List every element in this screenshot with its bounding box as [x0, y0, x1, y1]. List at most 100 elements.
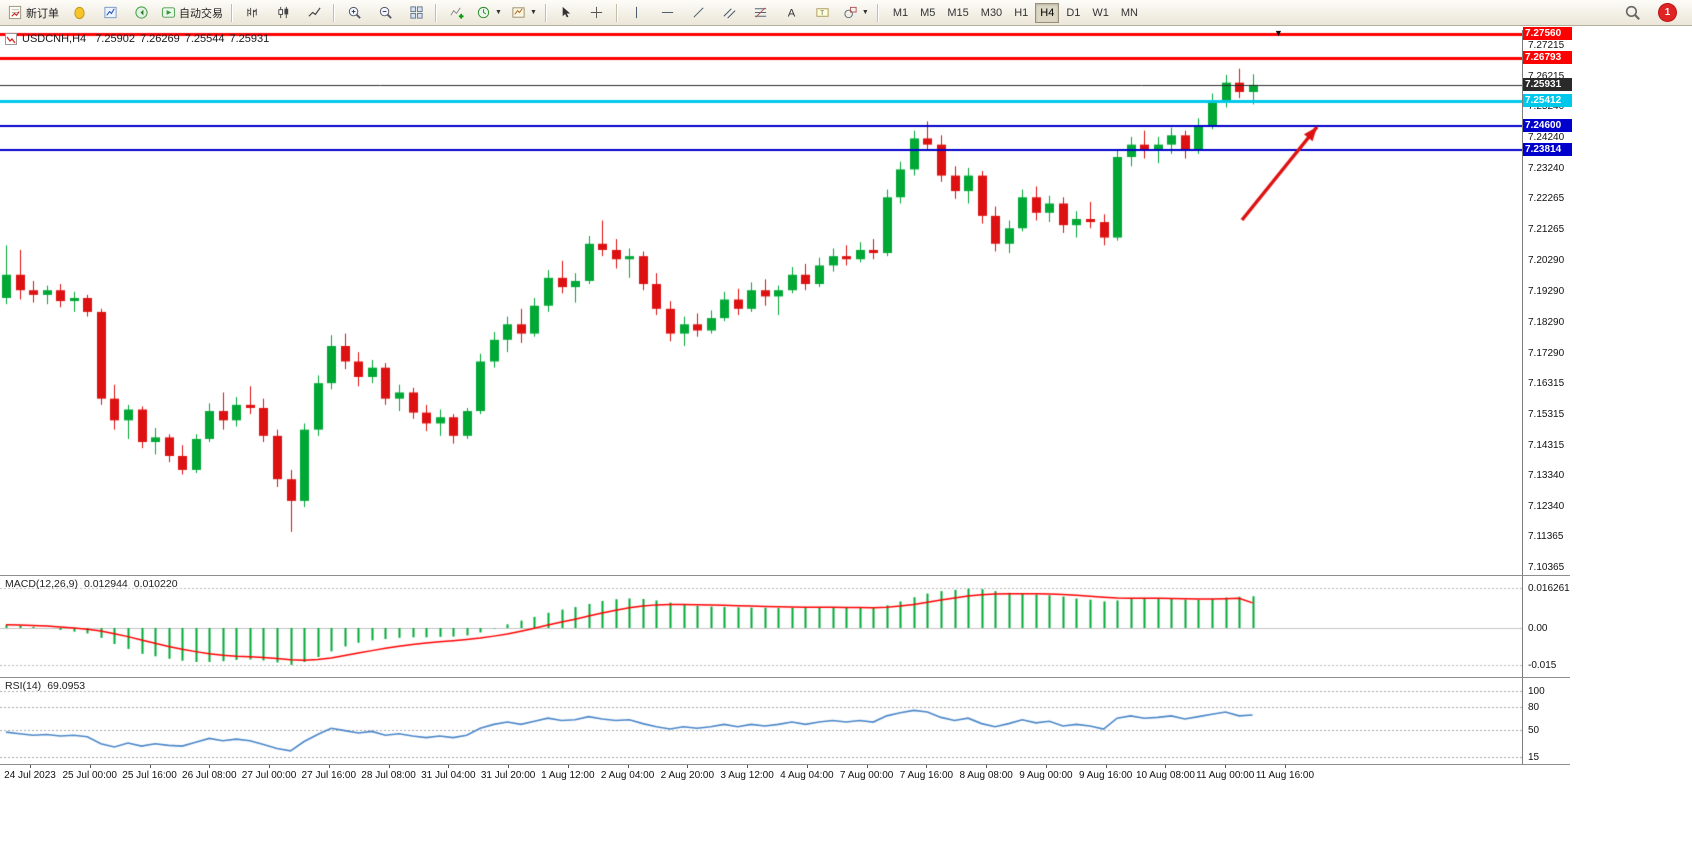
indicators-icon [449, 7, 464, 19]
timeframe-group: M1 M5 M15 M30 H1 H4 D1 W1 MN [887, 2, 1144, 23]
clock-icon [477, 6, 490, 19]
main-chart-canvas[interactable] [0, 30, 1522, 575]
cursor-button[interactable] [551, 2, 581, 24]
rsi-value: 69.0953 [47, 680, 86, 692]
time-axis-label: 24 Jul 2023 [4, 770, 56, 781]
horizontal-line-tool-button[interactable] [653, 2, 683, 24]
bar-chart-icon [246, 7, 257, 18]
price-axis-tick: 7.10365 [1528, 562, 1565, 574]
time-axis-tick [1105, 764, 1107, 768]
toolbar-separator [544, 3, 547, 22]
price-axis-tick: 7.17290 [1528, 347, 1565, 359]
candlestick-chart-button[interactable] [268, 2, 298, 24]
main-toolbar: 新订单 自动交易 ▼ ▼ [0, 0, 1692, 26]
macd-label: MACD(12,26,9) 0.012944 0.010220 [5, 578, 178, 590]
macd-axis-tick: -0.015 [1528, 659, 1557, 671]
notification-badge[interactable]: 1 [1659, 4, 1676, 21]
price-tag-resistance-upper: 7.27560 [1523, 27, 1572, 41]
search-button[interactable] [1617, 2, 1647, 24]
bar-chart-button[interactable] [237, 2, 267, 24]
macd-main-value: 0.012944 [83, 578, 128, 590]
macd-signal-value: 0.010220 [133, 578, 178, 590]
ohlc-close: 7.25931 [229, 33, 270, 45]
time-axis-label: 7 Aug 16:00 [899, 770, 954, 781]
time-axis-tick [1165, 764, 1167, 768]
line-chart-icon [307, 7, 321, 17]
zoom-in-button[interactable] [339, 2, 369, 24]
price-axis-tick: 7.16315 [1528, 377, 1565, 389]
price-axis-tick: 7.18290 [1528, 316, 1565, 328]
time-axis-label: 27 Jul 16:00 [301, 770, 357, 781]
autotrading-button[interactable]: 自动交易 [157, 2, 227, 24]
macd-name: MACD(12,26,9) [5, 578, 78, 590]
crosshair-button[interactable] [582, 2, 612, 24]
rsi-axis-tick: 50 [1528, 724, 1540, 736]
zoom-out-button[interactable] [370, 2, 400, 24]
time-axis-label: 31 Jul 20:00 [480, 770, 536, 781]
templates-button[interactable]: ▼ [507, 2, 541, 24]
price-axis-tick: 7.23240 [1528, 163, 1565, 175]
price-axis-tick: 7.20290 [1528, 254, 1565, 266]
chart-title: USDCNH,H4 7.25902 7.26269 7.25544 7.2593… [5, 33, 269, 45]
time-axis-label: 7 Aug 00:00 [839, 770, 894, 781]
new-chart-button[interactable] [64, 2, 94, 24]
toolbar-right-group: 1 [1617, 2, 1688, 24]
timeframe-m1-button[interactable]: M1 [892, 6, 909, 19]
price-axis-tick: 7.12340 [1528, 500, 1565, 512]
timeframe-m30-button[interactable]: M30 [980, 6, 1003, 19]
macd-panel-canvas[interactable] [0, 576, 1522, 676]
time-axis[interactable]: 24 Jul 2023 25 Jul 00:00 25 Jul 16:00 26 Ju… [0, 764, 1570, 790]
chart-shift-marker[interactable]: ▼ [1274, 28, 1283, 38]
shapes-tool-button[interactable]: ▼ [839, 2, 873, 24]
time-axis-label: 8 Aug 08:00 [959, 770, 1013, 781]
rsi-panel-canvas[interactable] [0, 678, 1522, 763]
fibonacci-tool-button[interactable] [746, 2, 776, 24]
rsi-axis-tick: 80 [1528, 701, 1540, 713]
chevron-down-icon: ▼ [495, 9, 502, 16]
text-tool-button[interactable]: A [777, 2, 807, 24]
price-axis[interactable]: 7.272157.262157.252407.242407.232407.222… [1522, 27, 1593, 764]
time-axis-tick [1045, 764, 1047, 768]
periods-button[interactable]: ▼ [472, 2, 506, 24]
timeframe-m5-button[interactable]: M5 [920, 6, 936, 19]
panel-separator[interactable] [0, 677, 1570, 678]
price-axis-tick: 7.22265 [1528, 193, 1565, 205]
time-axis-tick [866, 764, 868, 768]
new-order-icon [8, 5, 22, 20]
vertical-line-tool-button[interactable] [622, 2, 652, 24]
svg-text:A: A [788, 7, 796, 19]
ohlc-open: 7.25902 [95, 33, 135, 45]
price-tag-level-cyan: 7.25412 [1523, 93, 1572, 107]
toolbar-separator [333, 3, 335, 22]
text-label-tool-button[interactable]: T [808, 2, 838, 24]
timeframe-m15-button[interactable]: M15 [947, 6, 969, 19]
tile-windows-button[interactable] [401, 2, 431, 24]
price-tag-bid-price: 7.25931 [1523, 77, 1572, 91]
time-axis-tick [747, 764, 749, 768]
time-axis-label: 2 Aug 20:00 [660, 770, 715, 781]
vertical-line-icon [636, 6, 638, 19]
line-chart-button[interactable] [299, 2, 329, 24]
time-axis-tick [89, 764, 91, 768]
profiles-button[interactable] [95, 2, 125, 24]
timeframe-h1-button[interactable]: H1 [1014, 6, 1029, 19]
price-tag-resistance-lower: 7.26793 [1523, 51, 1572, 65]
text-icon: A [788, 7, 796, 19]
timeframe-h4-button[interactable]: H4 [1035, 2, 1060, 23]
timeframe-mn-button[interactable]: MN [1120, 6, 1138, 19]
sounds-button[interactable] [126, 2, 156, 24]
timeframe-d1-button[interactable]: D1 [1066, 6, 1081, 19]
price-axis-tick: 7.19290 [1528, 285, 1565, 297]
channel-tool-button[interactable] [715, 2, 745, 24]
rsi-axis-tick: 15 [1528, 752, 1540, 763]
trendline-tool-button[interactable] [684, 2, 714, 24]
time-axis-tick [508, 764, 510, 768]
timeframe-w1-button[interactable]: W1 [1092, 6, 1109, 19]
indicators-button[interactable] [441, 2, 471, 24]
new-order-button[interactable]: 新订单 [4, 2, 63, 24]
panel-separator[interactable] [0, 575, 1570, 576]
zoom-out-icon [379, 6, 392, 19]
svg-text:T: T [821, 10, 825, 17]
time-axis-tick [627, 764, 629, 768]
